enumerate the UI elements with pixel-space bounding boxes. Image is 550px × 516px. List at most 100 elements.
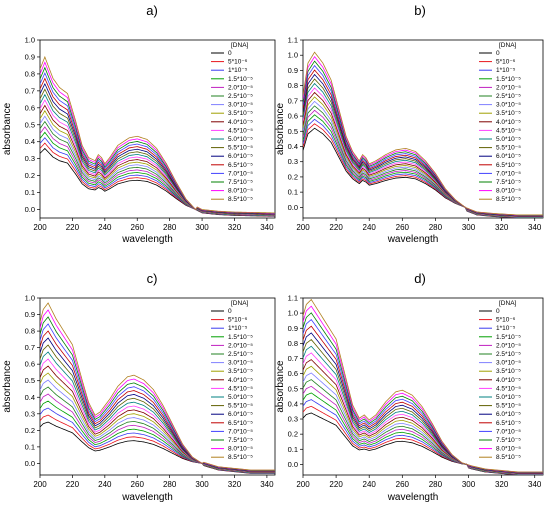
- legend-entry: 5.0*10⁻⁵: [228, 136, 253, 143]
- x-axis-label: wavelength: [121, 234, 173, 245]
- y-tick-label: 0.7: [288, 96, 298, 105]
- legend-entry: 1*10⁻⁵: [228, 325, 248, 332]
- legend-entry: 1*10⁻⁵: [496, 67, 516, 74]
- legend-entry: 6.5*10⁻⁵: [228, 162, 253, 169]
- x-tick-label: 240: [363, 480, 377, 489]
- legend-entry: 2.0*10⁻⁵: [496, 342, 521, 349]
- legend-title: [DNA]: [231, 42, 249, 49]
- legend-entry: 3.5*10⁻⁵: [228, 368, 253, 375]
- legend-entry: 5*10⁻⁶: [228, 59, 248, 66]
- legend-entry: 4.0*10⁻⁵: [228, 377, 253, 384]
- legend-entry: 5.5*10⁻⁵: [496, 403, 521, 410]
- y-axis-label: absorbance: [275, 102, 286, 155]
- y-tick-label: 0.9: [25, 52, 35, 61]
- x-tick-label: 340: [260, 480, 274, 489]
- legend-entry: 4.5*10⁻⁵: [496, 127, 521, 134]
- legend-entry: 6.5*10⁻⁵: [496, 420, 521, 427]
- legend-entry: 6.5*10⁻⁵: [228, 420, 253, 427]
- y-axis-label: absorbance: [275, 360, 286, 413]
- plot-frame: [39, 297, 276, 476]
- legend-entry: 4.5*10⁻⁵: [228, 385, 253, 392]
- legend-entry: 5.5*10⁻⁵: [228, 403, 253, 410]
- series-group: [40, 55, 275, 217]
- y-tick-label: 0.3: [288, 415, 298, 424]
- x-tick-label: 320: [228, 480, 242, 489]
- y-tick-label: 0.8: [25, 327, 35, 336]
- legend-entry: 8.0*10⁻⁵: [496, 188, 521, 195]
- y-tick-label: 0.2: [25, 426, 35, 435]
- legend-entry: 7.5*10⁻⁵: [496, 437, 521, 444]
- y-tick-label: 0.5: [288, 384, 298, 393]
- y-tick-label: 0.6: [25, 103, 35, 112]
- y-tick-label: 0.0: [25, 459, 35, 468]
- legend-title: [DNA]: [499, 300, 517, 307]
- y-tick-label: 0.0: [25, 205, 35, 214]
- legend-entry: 1*10⁻⁵: [228, 67, 248, 74]
- panel-c: c) 0.0 0.1 0.2 0.3 0.4 0.5 0.6 0.7 0.8 0.9 1.0 200 22…: [2, 271, 276, 503]
- y-tick-label: 0.5: [25, 376, 35, 385]
- x-tick-label: 220: [66, 480, 80, 489]
- plot-frame: [39, 39, 276, 219]
- x-tick-label: 300: [195, 223, 209, 232]
- y-tick-label: 0.3: [288, 157, 298, 166]
- x-tick-label: 200: [296, 223, 310, 232]
- x-axis-label: wavelength: [121, 492, 173, 503]
- plot-frame: [302, 39, 544, 219]
- legend-entry: 4.0*10⁻⁵: [496, 377, 521, 384]
- legend-entry: 2.5*10⁻⁵: [496, 351, 521, 358]
- legend-entry: 4.0*10⁻⁵: [496, 119, 521, 126]
- x-tick-label: 240: [98, 480, 112, 489]
- legend-entry: 8.5*10⁻⁵: [496, 196, 521, 203]
- y-tick-label: 0.4: [288, 399, 298, 408]
- y-tick-label: 0.5: [25, 120, 35, 129]
- legend-entry: 7.0*10⁻⁵: [228, 428, 253, 435]
- legend-entry: 5.0*10⁻⁵: [228, 394, 253, 401]
- x-axis-label: wavelength: [387, 234, 439, 245]
- y-tick-label: 1.0: [288, 309, 298, 318]
- x-tick-label: 340: [528, 480, 542, 489]
- legend-entry: 3.0*10⁻⁵: [228, 102, 253, 109]
- y-tick-label: 0.4: [25, 137, 35, 146]
- legend-entry: 1.5*10⁻⁵: [228, 334, 253, 341]
- y-tick-label: 0.2: [25, 171, 35, 180]
- legend-entry: 5.0*10⁻⁵: [496, 394, 521, 401]
- legend-entry: 2.5*10⁻⁵: [228, 93, 253, 100]
- legend-entry: 0: [496, 50, 500, 57]
- y-tick-label: 0.2: [288, 430, 298, 439]
- legend-entry: 6.5*10⁻⁵: [496, 162, 521, 169]
- y-tick-label: 0.9: [288, 66, 298, 75]
- y-tick-label: 1.1: [288, 294, 298, 303]
- legend-entry: 6.0*10⁻⁵: [228, 411, 253, 418]
- legend-entry: 3.0*10⁻⁵: [496, 360, 521, 367]
- y-tick-label: 0.9: [25, 310, 35, 319]
- legend-entry: 4.0*10⁻⁵: [228, 119, 253, 126]
- legend-entry: 2.0*10⁻⁵: [496, 84, 521, 91]
- y-tick-label: 0.4: [25, 393, 35, 402]
- legend: [DNA]0 5*10⁻⁶1*10⁻⁵ 1.5*10⁻⁵2.0*10⁻⁵ 2.5*10…: [211, 42, 253, 203]
- x-tick-label: 280: [163, 223, 177, 232]
- x-tick-label: 320: [495, 480, 509, 489]
- x-tick-label: 260: [396, 480, 410, 489]
- x-tick-label: 240: [98, 223, 112, 232]
- panel-b: b) 0.0 0.1 0.2 0.3 0.4 0.5 0.6 0.7 0.8 0.9 1.0 1.1 20…: [275, 3, 544, 245]
- legend-entry: 4.5*10⁻⁵: [228, 127, 253, 134]
- legend-entry: 8.0*10⁻⁵: [496, 446, 521, 453]
- legend-entry: 2.0*10⁻⁵: [228, 342, 253, 349]
- series-group: [303, 298, 543, 475]
- y-tick-label: 0.9: [288, 324, 298, 333]
- x-tick-label: 220: [329, 480, 343, 489]
- y-tick-label: 0.0: [288, 460, 298, 469]
- legend-entry: 0: [228, 50, 232, 57]
- y-tick-label: 0.4: [288, 142, 298, 151]
- series-line-17: [303, 298, 543, 473]
- legend: [DNA]0 5*10⁻⁶1*10⁻⁵ 1.5*10⁻⁵2.0*10⁻⁵ 2.5*10…: [211, 300, 253, 461]
- y-tick-label: 1.1: [288, 36, 298, 45]
- legend-entry: 7.5*10⁻⁵: [228, 179, 253, 186]
- series-group: [40, 302, 275, 474]
- panel-d: d) 0.0 0.1 0.2 0.3 0.4 0.5 0.6 0.7 0.8 0.9 1.0 1.1 20…: [275, 271, 544, 503]
- x-tick-label: 300: [462, 480, 476, 489]
- legend-entry: 3.5*10⁻⁵: [228, 110, 253, 117]
- legend-entry: 1.5*10⁻⁵: [496, 334, 521, 341]
- plot-frame: [302, 297, 544, 476]
- legend-entry: 5.0*10⁻⁵: [496, 136, 521, 143]
